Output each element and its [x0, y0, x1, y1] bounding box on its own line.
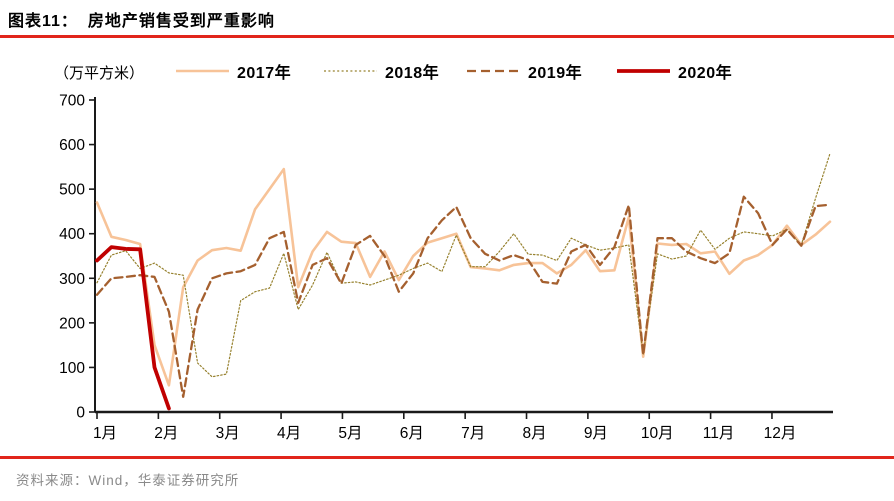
- y-tick-label: 400: [59, 226, 85, 243]
- y-tick-label: 600: [59, 137, 85, 154]
- y-axis-unit-label: （万平方米）: [54, 65, 145, 82]
- series-2019年-line: [95, 195, 832, 398]
- legend-label-2020: 2020年: [678, 65, 733, 82]
- month-label: 5月: [338, 425, 362, 442]
- month-label: 4月: [277, 425, 301, 442]
- month-label: 8月: [522, 425, 546, 442]
- legend-item-2019: 2019年: [466, 62, 583, 82]
- month-label: 12月: [764, 425, 797, 442]
- series-2018年-line: [96, 152, 831, 378]
- series-2017年-line: [95, 167, 832, 387]
- source-text: 资料来源：Wind，华泰证券研究所: [16, 473, 240, 488]
- y-tick-label: 300: [59, 271, 85, 288]
- month-label: 7月: [461, 425, 485, 442]
- legend-label-2019: 2019年: [528, 65, 583, 82]
- chart-number-label: 图表11：: [8, 13, 78, 30]
- legend-line-2020-icon: [617, 69, 670, 73]
- month-label: 6月: [400, 425, 424, 442]
- footer-divider: [0, 456, 894, 459]
- series-2020年-line: [95, 245, 171, 411]
- month-label: 9月: [584, 425, 608, 442]
- page-title: 图表11： 房地产销售受到严重影响: [8, 7, 275, 31]
- month-label: 3月: [216, 425, 240, 442]
- legend-line-2019-icon: [467, 69, 520, 73]
- legend-item-2018: 2018年: [323, 62, 440, 82]
- y-tick-label: 200: [59, 315, 85, 332]
- y-tick-label: 0: [76, 405, 85, 422]
- legend-line-2017-icon: [176, 69, 229, 73]
- title-underline: [0, 35, 894, 38]
- month-label: 1月: [93, 425, 117, 442]
- legend-line-2018-icon: [324, 70, 377, 72]
- legend-label-2018: 2018年: [385, 65, 440, 82]
- y-tick-label: 700: [59, 93, 85, 110]
- legend-item-2020: 2020年: [616, 62, 733, 82]
- y-tick-label: 100: [59, 360, 85, 377]
- legend-item-2017: 2017年: [175, 62, 292, 82]
- y-tick-label: 500: [59, 182, 85, 199]
- month-label: 10月: [641, 425, 674, 442]
- month-label: 11月: [703, 425, 735, 442]
- chart-title-text: 房地产销售受到严重影响: [87, 13, 275, 30]
- legend-label-2017: 2017年: [237, 65, 292, 82]
- month-label: 2月: [154, 425, 178, 442]
